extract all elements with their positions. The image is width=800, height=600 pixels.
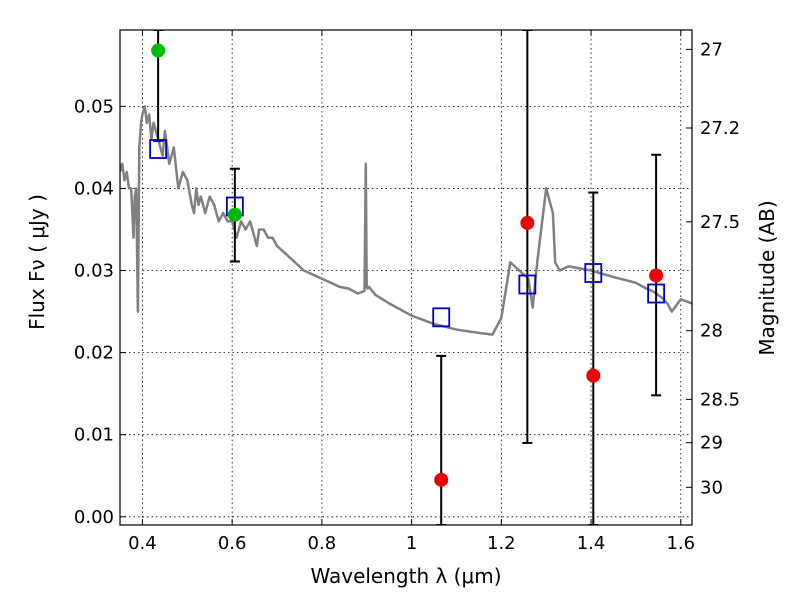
y-axis-label: Flux Fν ( μJy ) bbox=[25, 194, 49, 330]
observed-photometry-point bbox=[586, 368, 601, 383]
x-tick-label: 1.4 bbox=[577, 533, 606, 554]
mag-tick-label: 30 bbox=[700, 477, 723, 498]
observed-photometry-point bbox=[151, 43, 166, 58]
plot-frame bbox=[119, 29, 693, 526]
model-spectrum-line bbox=[120, 105, 692, 336]
y-tick-label: 0.01 bbox=[74, 425, 114, 446]
observed-photometry-point bbox=[520, 215, 535, 230]
observed-photometry-point bbox=[434, 472, 449, 487]
y-tick-label: 0.05 bbox=[74, 96, 114, 117]
y-tick-label: 0.03 bbox=[74, 261, 114, 282]
mag-tick-label: 28 bbox=[700, 321, 723, 342]
y-tick-label: 0.00 bbox=[74, 507, 114, 528]
mag-tick-label: 27.2 bbox=[700, 118, 740, 139]
x-tick-label: 1.6 bbox=[666, 533, 695, 554]
y-tick-label: 0.02 bbox=[74, 343, 114, 364]
mag-tick-label: 29 bbox=[700, 433, 723, 454]
plot-area bbox=[120, 30, 692, 525]
model-photometry-square bbox=[518, 274, 537, 295]
model-photometry-square bbox=[647, 283, 666, 304]
axis-ticks: 0.4 0.6 0.8 1 1.2 1.4 1.6 0.00 0.01 0.02 0.03 0.04 0… bbox=[74, 30, 740, 554]
x-axis-label: Wavelength λ (μm) bbox=[310, 564, 501, 588]
mag-tick-label: 27.5 bbox=[700, 212, 740, 233]
mag-tick-label: 28.5 bbox=[700, 389, 740, 410]
model-photometry-square bbox=[149, 139, 168, 159]
x-tick-label: 0.4 bbox=[128, 533, 157, 554]
x-tick-label: 1.2 bbox=[487, 533, 516, 554]
x-tick-label: 0.6 bbox=[218, 533, 247, 554]
observed-photometry-point bbox=[649, 268, 664, 283]
y-tick-label: 0.04 bbox=[74, 178, 114, 199]
model-photometry-square bbox=[432, 307, 451, 328]
model-photometry-square bbox=[584, 263, 603, 283]
mag-tick-label: 27 bbox=[700, 39, 723, 60]
x-tick-label: 1 bbox=[406, 533, 417, 554]
y2-axis-label: Magnitude (AB) bbox=[755, 200, 779, 355]
x-tick-label: 0.8 bbox=[308, 533, 337, 554]
observed-photometry-point bbox=[227, 207, 242, 222]
